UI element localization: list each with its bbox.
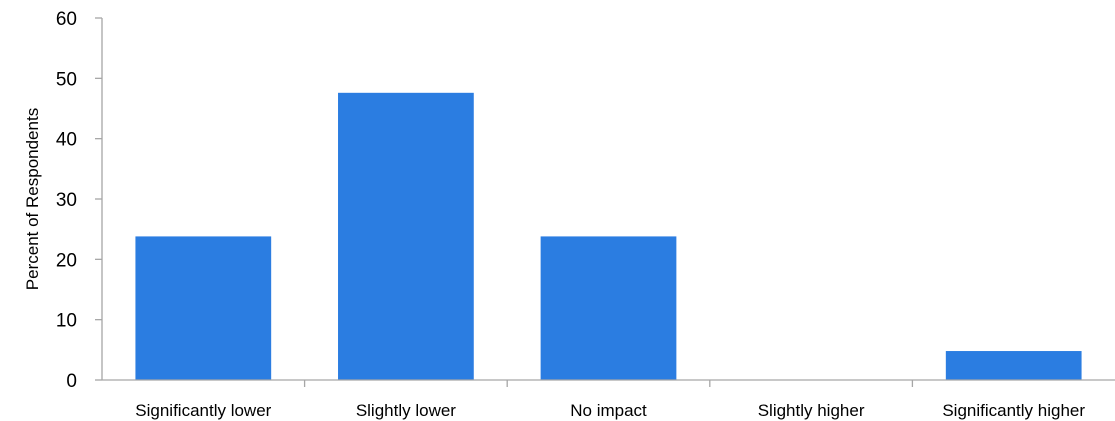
- x-category-label: Slightly lower: [356, 401, 456, 420]
- y-tick-label: 20: [56, 250, 77, 271]
- x-category-label: Significantly lower: [135, 401, 271, 420]
- y-axis-title: Percent of Respondents: [23, 108, 42, 290]
- y-tick-label: 60: [56, 9, 77, 30]
- y-axis-ticks: 0 10 20 30 40 50 60: [56, 9, 102, 392]
- x-axis-ticks: Significantly lower Slightly lower No impa…: [135, 380, 1085, 420]
- y-tick-label: 0: [66, 371, 77, 392]
- bars: [135, 92, 1082, 380]
- x-category-label: Slightly higher: [758, 401, 865, 420]
- x-category-label: Significantly higher: [942, 401, 1085, 420]
- x-category-label: No impact: [570, 401, 647, 420]
- bar-significantly-higher: [945, 351, 1082, 380]
- bar-slightly-lower: [338, 92, 474, 380]
- bar-no-impact: [540, 236, 677, 380]
- y-tick-label: 40: [56, 130, 77, 151]
- y-tick-label: 30: [56, 190, 77, 211]
- y-tick-label: 10: [56, 311, 77, 332]
- bar-significantly-lower: [135, 236, 272, 380]
- y-tick-label: 50: [56, 69, 77, 90]
